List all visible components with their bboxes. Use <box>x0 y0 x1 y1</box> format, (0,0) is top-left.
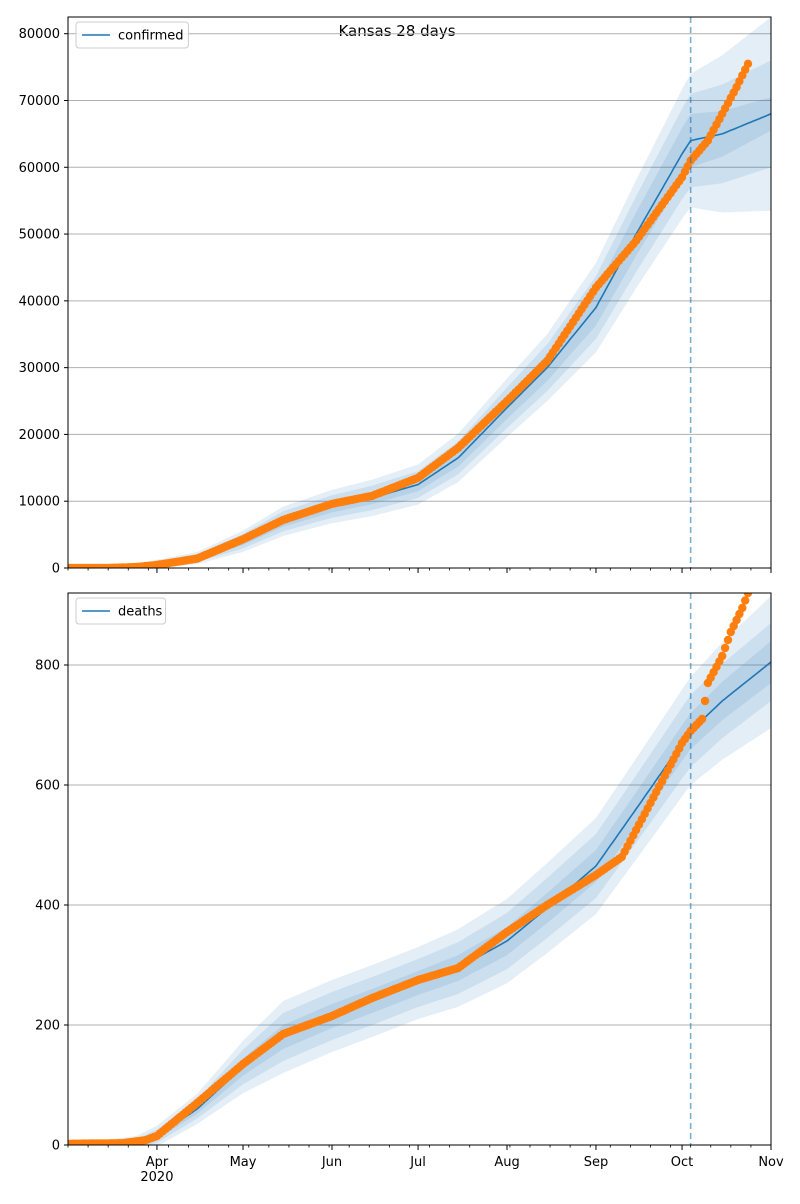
y-tick-label: 80000 <box>19 27 60 42</box>
observed-point <box>743 593 753 598</box>
observed-point <box>718 651 727 661</box>
observed-point <box>720 643 730 653</box>
legend-label: deaths <box>118 605 163 620</box>
x-tick-label: 2020 <box>140 1170 173 1185</box>
y-tick-label: 60000 <box>19 161 60 176</box>
y-tick-label: 0 <box>52 562 60 577</box>
x-tick-label: Nov <box>758 1155 784 1170</box>
observed-point <box>741 596 750 605</box>
plot-area <box>68 17 771 568</box>
x-tick-label: Sep <box>584 1155 609 1170</box>
plot-area <box>68 593 771 1145</box>
y-tick-label: 400 <box>35 899 60 914</box>
confidence-band <box>68 623 771 1145</box>
x-tick-label: Aug <box>494 1155 519 1170</box>
y-tick-label: 200 <box>35 1019 60 1034</box>
figure-title: Kansas 28 days <box>338 22 455 40</box>
x-tick-label: May <box>230 1155 257 1170</box>
y-tick-label: 10000 <box>19 495 60 510</box>
y-tick-label: 800 <box>35 659 60 674</box>
axes-frame <box>67 16 772 569</box>
observed-point <box>700 696 710 706</box>
x-tick-label: Apr <box>146 1155 169 1170</box>
legend-box <box>75 21 189 49</box>
legend-label: confirmed <box>118 29 184 44</box>
y-tick-label: 0 <box>52 1139 60 1154</box>
observed-point <box>738 603 747 613</box>
axes-frame <box>67 592 772 1146</box>
confidence-band <box>68 596 771 1145</box>
confirmed-panel: 0 10000 20000 30000 40000 50000 60000 70000 8000… <box>19 16 772 577</box>
observed-point <box>743 59 753 68</box>
x-tick-label: Jul <box>409 1155 426 1170</box>
legend-box <box>75 597 167 625</box>
legend: deaths <box>75 597 167 625</box>
observed-point <box>723 635 733 645</box>
legend: confirmed <box>75 21 189 49</box>
x-tick-label: Jun <box>321 1155 342 1170</box>
confidence-band <box>68 17 771 568</box>
observed-point <box>697 714 707 724</box>
x-tick-label: Oct <box>671 1155 693 1170</box>
y-tick-label: 70000 <box>19 94 60 109</box>
y-tick-label: 20000 <box>19 428 60 443</box>
y-tick-label: 600 <box>35 779 60 794</box>
y-tick-label: 50000 <box>19 228 60 243</box>
y-tick-label: 30000 <box>19 361 60 376</box>
confidence-band <box>68 60 771 568</box>
y-tick-label: 40000 <box>19 294 60 309</box>
